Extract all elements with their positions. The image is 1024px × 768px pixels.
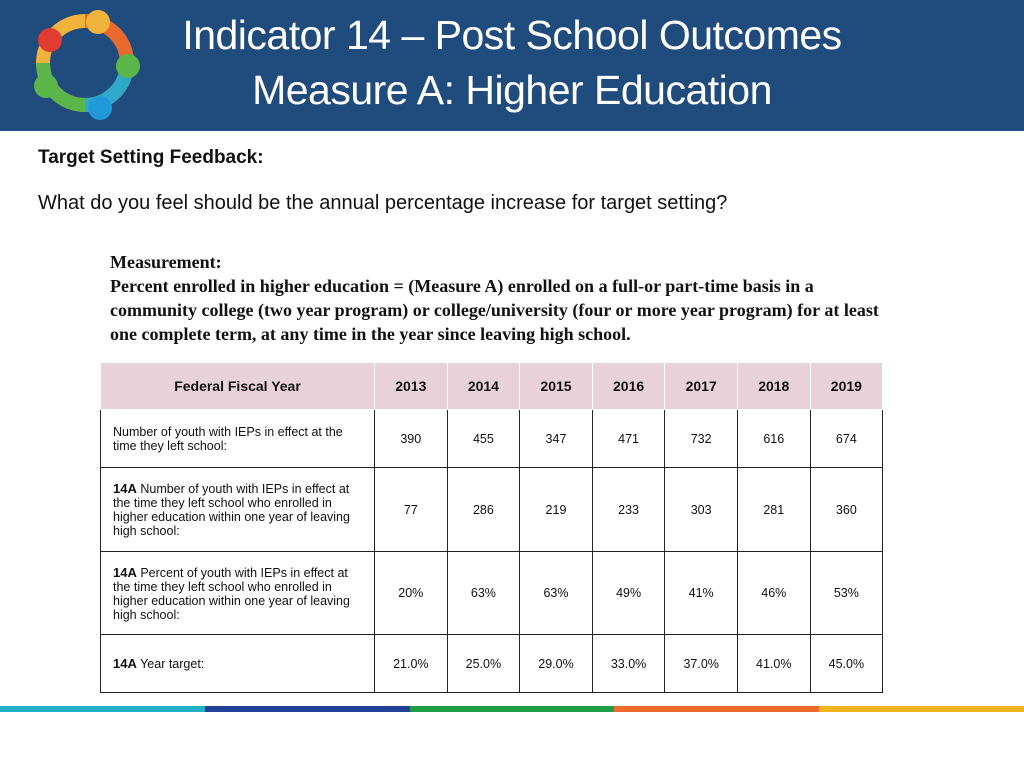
row-label-cell: 14A Year target: (100, 634, 375, 693)
table-cell: 63% (446, 551, 521, 635)
logo-icon (34, 74, 58, 98)
table-cell: 21.0% (374, 634, 448, 693)
table-cell: 390 (374, 409, 448, 468)
header-cell: Federal Fiscal Year (100, 363, 375, 410)
row-code: 14A (113, 564, 137, 580)
table-cell: 45.0% (809, 634, 884, 693)
question: What do you feel should be the annual pe… (38, 192, 728, 214)
row-label: Number of youth with IEPs in effect at t… (113, 424, 343, 453)
table-cell: 41.0% (736, 634, 811, 693)
logo-icon (116, 54, 140, 78)
table-cell: 219 (519, 467, 593, 552)
table-cell: 455 (446, 409, 521, 468)
logo-icon (38, 28, 62, 52)
table-cell: 286 (446, 467, 521, 552)
table-cell: 53% (809, 551, 884, 635)
table-cell: 674 (809, 409, 884, 468)
table-cell: 360 (809, 467, 884, 552)
header-cell: 2019 (809, 363, 884, 410)
table-cell: 77 (374, 467, 448, 552)
measurement-text: Percent enrolled in higher education = (… (110, 276, 879, 344)
table-row: Number of youth with IEPs in effect at t… (100, 409, 884, 468)
measurement: Measurement: Percent enrolled in higher … (110, 250, 885, 346)
table-cell: 616 (736, 409, 811, 468)
stripe-segment (819, 706, 1024, 712)
row-label-cell: 14A Number of youth with IEPs in effect … (100, 467, 375, 552)
table-cell: 37.0% (664, 634, 738, 693)
logo-icon (86, 10, 110, 34)
table-row: 14A Percent of youth with IEPs in effect… (100, 551, 884, 635)
table-cell: 281 (736, 467, 811, 552)
stripe-segment (409, 706, 615, 712)
table-row: 14A Number of youth with IEPs in effect … (100, 467, 884, 552)
header-cell: 2015 (519, 363, 593, 410)
subtitle: Measure A: Higher Education (252, 67, 772, 113)
header-cell: 2014 (446, 363, 521, 410)
header-banner: Indicator 14 – Post School Outcomes Meas… (0, 0, 1024, 131)
row-code: 14A (113, 656, 137, 671)
measurement-label: Measurement: (110, 252, 222, 272)
data-table: Federal Fiscal Year 2013 2014 2015 2016 2017 2… (100, 363, 884, 693)
header-cell: 2017 (664, 363, 738, 410)
header-row: Federal Fiscal Year 2013 2014 2015 2016 2017 2… (100, 363, 884, 410)
table-cell: 49% (591, 551, 666, 635)
table-cell: 732 (664, 409, 738, 468)
table-cell: 46% (736, 551, 811, 635)
footer-stripe (0, 706, 1024, 712)
row-label: Year target: (140, 657, 205, 671)
header-cell: 2013 (374, 363, 448, 410)
logo (34, 10, 140, 120)
table-cell: 20% (374, 551, 448, 635)
row-label-cell: Number of youth with IEPs in effect at t… (100, 409, 375, 468)
table-cell: 303 (664, 467, 738, 552)
table-cell: 25.0% (446, 634, 521, 693)
stripe-segment (0, 706, 205, 712)
table-cell: 33.0% (591, 634, 666, 693)
row-label: Number of youth with IEPs in effect at t… (113, 482, 350, 538)
table-cell: 29.0% (519, 634, 593, 693)
stripe-segment (204, 706, 410, 712)
table-cell: 471 (591, 409, 666, 468)
title: Indicator 14 – Post School Outcomes (182, 12, 842, 58)
table-cell: 347 (519, 409, 593, 468)
table-row: 14A Year target: 21.0% 25.0% 29.0% 33.0% 37.0… (100, 634, 884, 693)
stripe-segment (614, 706, 820, 712)
header-cell: 2016 (591, 363, 666, 410)
logo-icon (88, 96, 112, 120)
row-label: Percent of youth with IEPs in effect at … (113, 565, 350, 622)
table-cell: 233 (591, 467, 666, 552)
section-heading: Target Setting Feedback: (38, 147, 264, 168)
row-label-cell: 14A Percent of youth with IEPs in effect… (100, 551, 375, 635)
header-cell: 2018 (736, 363, 811, 410)
table-cell: 63% (519, 551, 593, 635)
table-cell: 41% (664, 551, 738, 635)
row-code: 14A (113, 481, 137, 496)
